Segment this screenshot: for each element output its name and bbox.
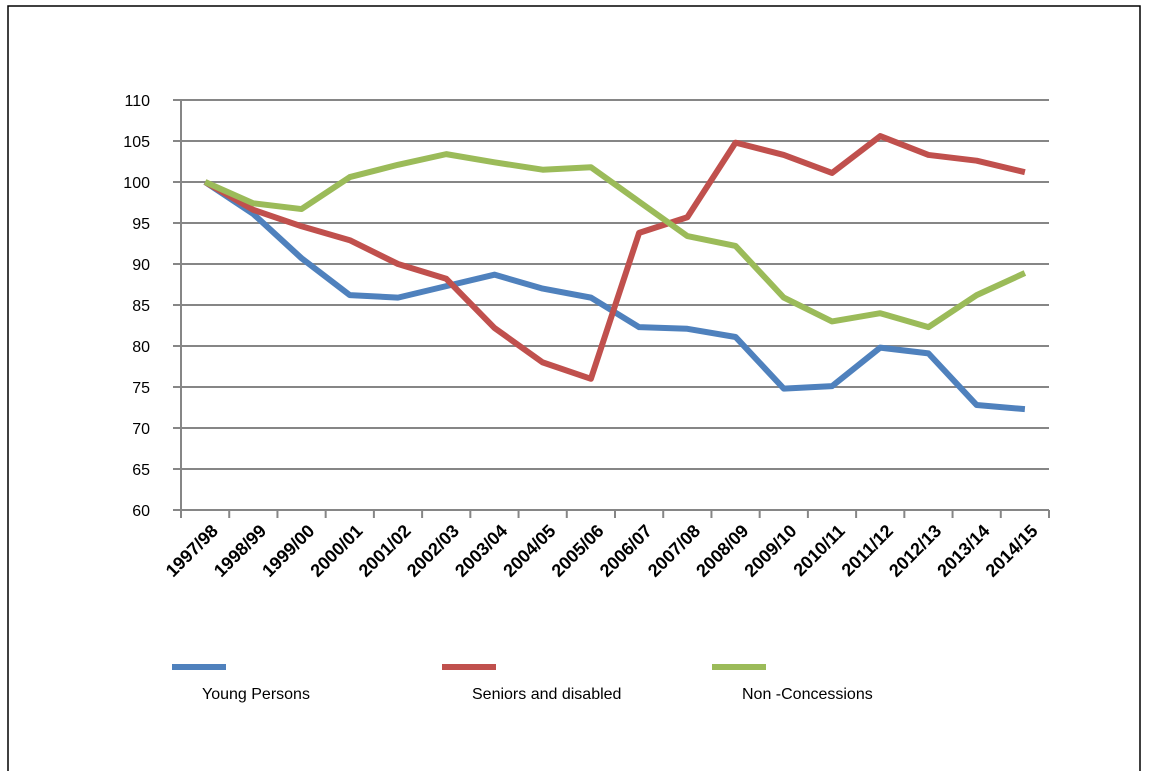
y-tick-label: 95 <box>132 216 150 233</box>
series-line <box>203 133 1026 382</box>
x-tick-label: 2006/07 <box>596 521 656 581</box>
y-tick-label: 65 <box>132 462 150 479</box>
x-tick-label: 1999/00 <box>258 521 318 581</box>
x-tick-label: 2012/13 <box>885 521 945 581</box>
legend-label: Seniors and disabled <box>472 686 621 703</box>
y-tick-label: 85 <box>132 298 150 315</box>
x-tick-label: 1997/98 <box>162 521 222 581</box>
x-tick-label: 2011/12 <box>838 521 897 580</box>
x-tick-label: 2009/10 <box>740 521 800 581</box>
legend-label: Young Persons <box>202 686 310 703</box>
y-tick-label: 110 <box>124 93 150 110</box>
x-tick-label: 2014/15 <box>982 521 1042 581</box>
y-tick-label: 105 <box>123 134 150 151</box>
y-tick-label: 90 <box>132 257 150 274</box>
y-tick-label: 75 <box>132 380 150 397</box>
x-tick-label: 2013/14 <box>933 521 993 581</box>
x-tick-label: 2003/04 <box>451 521 511 581</box>
x-tick-label: 2008/09 <box>692 521 752 581</box>
x-tick-label: 2010/11 <box>789 521 848 580</box>
x-tick-label: 2001/02 <box>355 521 415 581</box>
series-line <box>203 179 1026 413</box>
y-tick-label: 70 <box>132 421 150 438</box>
x-tick-label: 2002/03 <box>403 521 463 581</box>
x-tick-label: 2005/06 <box>548 521 608 581</box>
x-tick-label: 1998/99 <box>210 521 270 581</box>
y-tick-label: 60 <box>132 503 150 520</box>
x-tick-label: 2000/01 <box>306 521 366 581</box>
legend-label: Non -Concessions <box>742 686 873 703</box>
x-tick-label: 2007/08 <box>644 521 704 581</box>
series-line <box>203 151 1027 331</box>
x-tick-label: 2004/05 <box>499 521 559 581</box>
y-tick-label: 80 <box>132 339 150 356</box>
chart-frame <box>7 5 1141 771</box>
y-tick-label: 100 <box>123 175 150 192</box>
